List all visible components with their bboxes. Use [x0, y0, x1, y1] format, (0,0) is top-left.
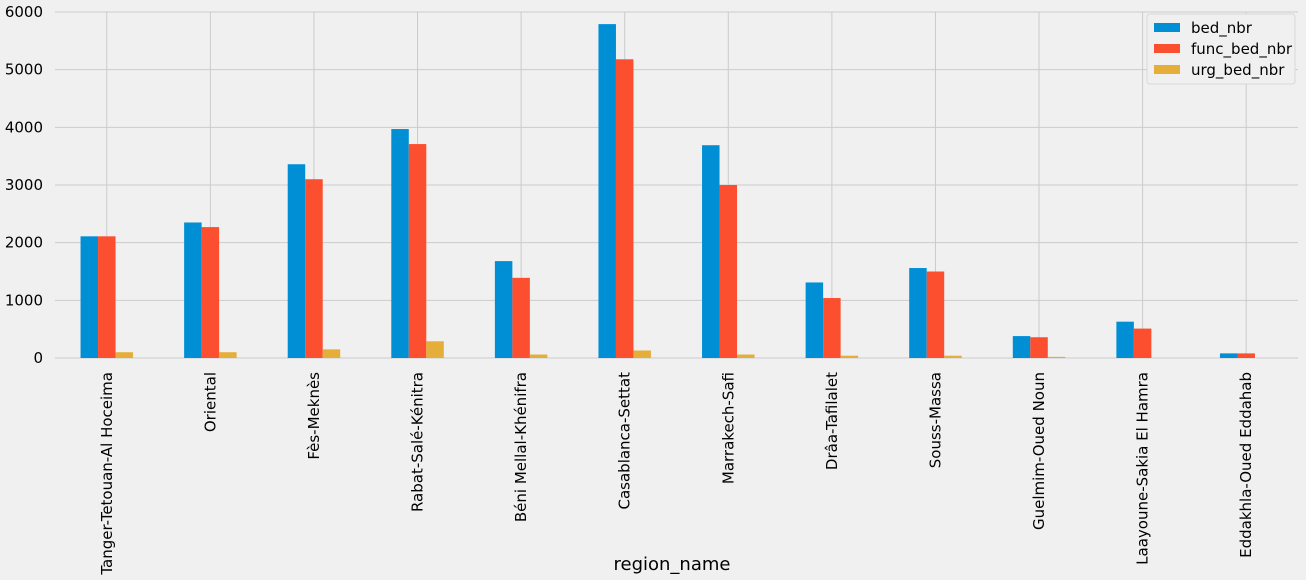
bar-bed_nbr	[702, 145, 720, 358]
x-tick-label: Marrakech-Safi	[719, 372, 737, 484]
x-tick-label: Fès-Meknès	[305, 372, 323, 460]
bar-bed_nbr	[909, 268, 927, 358]
y-tick-label: 2000	[5, 234, 43, 252]
bar-urg_bed_nbr	[322, 349, 341, 358]
bar-bed_nbr	[184, 222, 202, 358]
bar-bed_nbr	[80, 236, 99, 358]
x-axis: Tanger-Tetouan-Al Hoceima Oriental Fès-Mek…	[98, 372, 1255, 576]
bar-bed_nbr	[391, 129, 409, 358]
x-tick-label: Guelmim-Oued Noun	[1030, 372, 1048, 530]
x-tick-label: Eddakhla-Oued Eddahab	[1237, 372, 1255, 558]
bar-urg_bed_nbr	[944, 355, 962, 358]
bar-func_bed_nbr	[512, 277, 530, 358]
bar-bed_nbr	[494, 261, 513, 358]
bar-urg_bed_nbr	[115, 352, 134, 358]
x-tick-label: Béni Mellal-Khénifra	[512, 372, 530, 522]
bar-bed_nbr	[805, 282, 824, 358]
x-tick-label: Tanger-Tetouan-Al Hoceima	[98, 372, 116, 576]
bar-func_bed_nbr	[1030, 337, 1048, 358]
bars	[80, 24, 1255, 359]
bar-func_bed_nbr	[98, 236, 116, 358]
bar-func_bed_nbr	[615, 59, 634, 358]
bar-urg_bed_nbr	[840, 355, 859, 358]
x-tick-label: Rabat-Salé-Kénitra	[409, 372, 427, 512]
bar-bed_nbr	[1116, 321, 1134, 358]
bar-func_bed_nbr	[823, 298, 841, 358]
legend-swatch	[1154, 23, 1180, 32]
bar-func_bed_nbr	[408, 144, 427, 358]
x-tick-label: Laayoune-Sakia El Hamra	[1134, 372, 1152, 565]
legend-swatch	[1154, 44, 1180, 53]
y-tick-label: 3000	[5, 176, 43, 194]
bar-urg_bed_nbr	[426, 341, 444, 358]
y-tick-label: 0	[33, 349, 43, 367]
legend-label: bed_nbr	[1191, 19, 1253, 38]
y-tick-label: 4000	[5, 118, 43, 136]
bar-func_bed_nbr	[1237, 353, 1255, 358]
bar-func_bed_nbr	[719, 185, 738, 358]
x-tick-label: Casablanca-Settat	[616, 372, 634, 510]
legend-label: urg_bed_nbr	[1191, 61, 1285, 80]
y-tick-label: 1000	[5, 291, 43, 309]
bar-bed_nbr	[598, 24, 616, 359]
bar-func_bed_nbr	[926, 271, 945, 358]
bar-urg_bed_nbr	[529, 354, 548, 358]
y-axis: 0 1000 2000 3000 4000 5000 6000	[5, 3, 43, 367]
x-axis-title: region_name	[614, 554, 731, 575]
x-tick-label: Souss-Massa	[926, 372, 944, 468]
grid-lines	[55, 11, 1298, 359]
x-tick-label: Drâa-Tafilalet	[823, 372, 841, 470]
legend-label: func_bed_nbr	[1191, 40, 1293, 59]
legend-swatch	[1154, 65, 1180, 74]
bar-urg_bed_nbr	[1047, 356, 1066, 358]
legend: bed_nbr func_bed_nbr urg_bed_nbr	[1146, 13, 1296, 85]
y-tick-label: 5000	[5, 61, 43, 79]
bar-bed_nbr	[1012, 336, 1031, 358]
bar-func_bed_nbr	[305, 179, 323, 358]
y-tick-label: 6000	[5, 3, 43, 21]
legend-box	[1146, 13, 1296, 85]
bar-bed_nbr	[287, 164, 306, 358]
bar-func_bed_nbr	[201, 227, 220, 358]
bar-urg_bed_nbr	[219, 352, 237, 358]
bar-urg_bed_nbr	[633, 350, 651, 358]
bar-func_bed_nbr	[1133, 328, 1152, 358]
bar-urg_bed_nbr	[737, 354, 755, 358]
bar-bed_nbr	[1219, 353, 1238, 358]
x-tick-label: Oriental	[201, 372, 219, 432]
